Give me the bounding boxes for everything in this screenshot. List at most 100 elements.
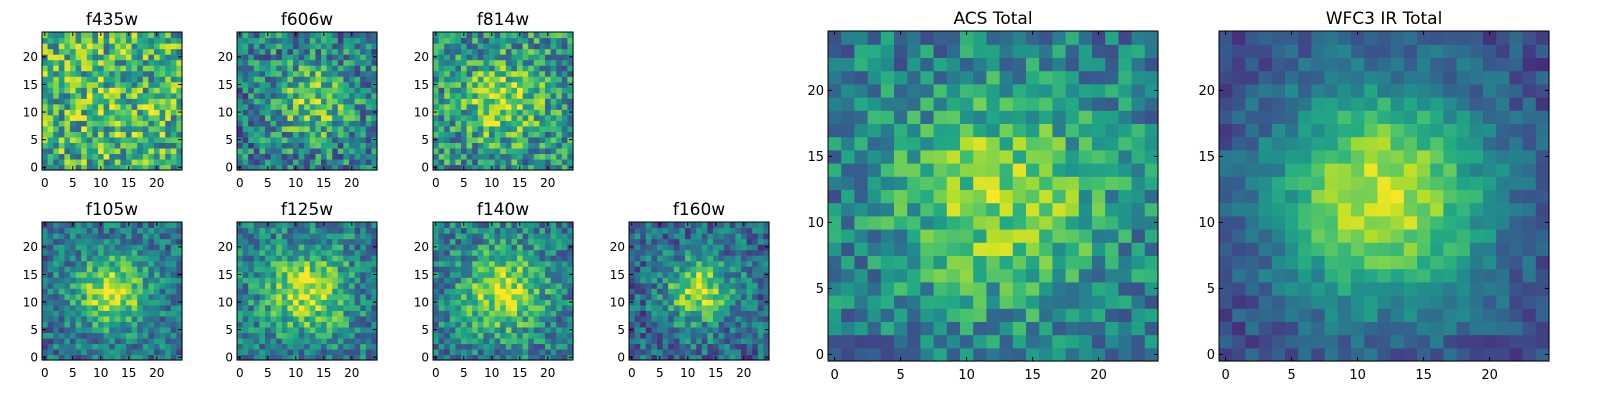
pixel-cell — [270, 222, 277, 229]
pixel-cell — [713, 343, 720, 350]
pixel-cell — [371, 147, 378, 155]
pixel-cell — [533, 271, 540, 278]
pixel-cell — [98, 114, 105, 121]
pixel-cell — [98, 233, 105, 240]
pixel-cell — [528, 81, 535, 88]
pixel-cell — [741, 288, 748, 295]
pixel-cell — [242, 125, 249, 132]
pixel-cell — [707, 249, 714, 256]
pixel-cell — [293, 92, 300, 99]
pixel-cell — [142, 238, 149, 245]
pixel-cell — [176, 114, 183, 121]
pixel-cell — [298, 54, 305, 61]
pixel-cell — [86, 343, 93, 350]
pixel-cell — [433, 332, 440, 339]
pixel-cell — [114, 321, 121, 328]
pixel-cell — [70, 337, 77, 345]
pixel-cell — [679, 315, 686, 322]
pixel-cell — [701, 277, 708, 284]
pixel-cell — [159, 326, 166, 333]
pixel-cell — [242, 271, 249, 278]
pixel-cell — [315, 98, 322, 105]
pixel-cell — [265, 54, 272, 61]
pixel-cell — [237, 238, 244, 245]
pixel-cell — [640, 288, 647, 295]
pixel-cell — [337, 244, 344, 251]
pixel-cell — [986, 334, 1001, 349]
pixel-cell — [640, 326, 647, 333]
pixel-cell — [511, 76, 518, 83]
pixel-cell — [455, 332, 462, 339]
pixel-cell — [142, 120, 149, 127]
pixel-cell — [724, 244, 731, 251]
pixel-cell — [894, 215, 908, 230]
pixel-cell — [276, 32, 283, 39]
pixel-cell — [360, 315, 367, 322]
pixel-cell — [365, 266, 372, 273]
pixel-cell — [137, 354, 144, 361]
pixel-cell — [349, 43, 356, 50]
pixel-cell — [505, 233, 512, 240]
pixel-cell — [86, 244, 93, 251]
pixel-cell — [343, 153, 350, 160]
pixel-cell — [461, 244, 468, 251]
pixel-cell — [466, 227, 473, 234]
pixel-cell — [946, 295, 961, 309]
pixel-cell — [545, 81, 552, 88]
pixel-cell — [668, 233, 675, 240]
pixel-cell — [489, 260, 496, 267]
pixel-cell — [81, 147, 88, 155]
pixel-cell — [634, 244, 641, 251]
pixel-cell — [349, 131, 356, 138]
pixel-cell — [293, 227, 300, 234]
pixel-cell — [259, 310, 266, 317]
pixel-cell — [438, 103, 445, 110]
pixel-cell — [154, 114, 161, 121]
pixel-cell — [47, 277, 54, 284]
pixel-cell — [455, 354, 462, 361]
pixel-cell — [640, 310, 647, 317]
pixel-cell — [466, 37, 473, 44]
pixel-cell — [75, 81, 82, 88]
pixel-cell — [75, 277, 82, 284]
pixel-cell — [1078, 334, 1093, 349]
pixel-cell — [673, 282, 680, 289]
pixel-cell — [354, 271, 361, 278]
pixel-cell — [293, 65, 300, 72]
pixel-cell — [159, 271, 166, 278]
pixel-cell — [343, 114, 350, 121]
pixel-cell — [757, 249, 764, 256]
pixel-cell — [98, 131, 105, 138]
pixel-cell — [828, 281, 842, 296]
pixel-cell — [828, 308, 842, 322]
pixel-cell — [360, 332, 367, 339]
pixel-cell — [556, 43, 563, 50]
pixel-cell — [960, 242, 974, 256]
pixel-cell — [337, 103, 344, 110]
pixel-cell — [533, 238, 540, 245]
pixel-cell — [276, 109, 283, 116]
pixel-cell — [662, 304, 669, 311]
pixel-cell — [500, 147, 507, 155]
pixel-cell — [438, 315, 445, 322]
pixel-cell — [265, 43, 272, 50]
pixel-cell — [735, 255, 742, 262]
pixel-cell — [907, 268, 921, 283]
pixel-cell — [265, 332, 272, 339]
pixel-cell — [58, 37, 65, 44]
pixel-cell — [276, 92, 283, 99]
pixel-cell — [148, 271, 155, 278]
pixel-cell — [326, 315, 333, 322]
pixel-cell — [42, 87, 49, 94]
pixel-cell — [354, 348, 361, 356]
pixel-cell — [86, 114, 93, 121]
pixel-cell — [657, 238, 664, 245]
pixel-cell — [522, 233, 529, 240]
pixel-cell — [505, 266, 512, 273]
pixel-cell — [461, 76, 468, 83]
pixel-cell — [64, 125, 71, 132]
pixel-cell — [360, 32, 367, 39]
pixel-cell — [126, 238, 133, 245]
pixel-cell — [690, 310, 697, 317]
pixel-cell — [81, 304, 88, 311]
